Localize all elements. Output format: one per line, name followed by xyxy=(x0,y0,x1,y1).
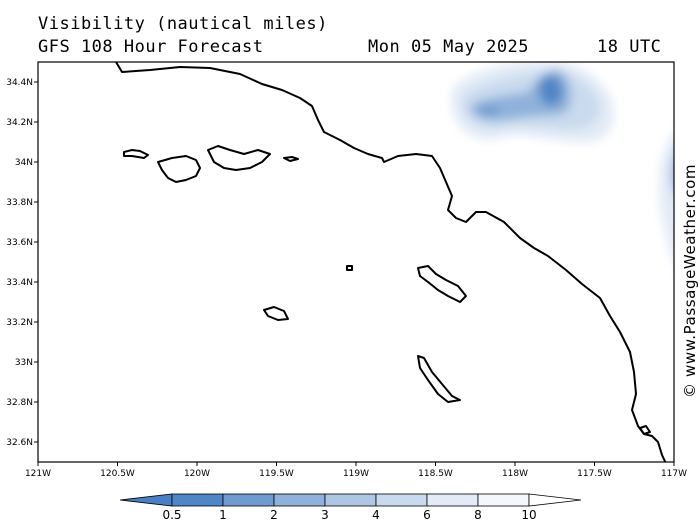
lon-tick-label: 117W xyxy=(661,469,687,479)
colorbar-segment xyxy=(222,493,275,507)
island-san-clemente xyxy=(417,355,461,403)
lat-tick-label: 33.4N xyxy=(6,278,33,288)
colorbar-segment xyxy=(273,493,326,507)
colorbar-segment xyxy=(171,493,224,507)
colorbar-label: 6 xyxy=(423,508,431,522)
mainland-coastline xyxy=(115,62,667,462)
island-anacapa xyxy=(283,156,299,162)
lon-tick-label: 121W xyxy=(25,469,51,479)
lon-tick-label: 118W xyxy=(502,469,528,479)
colorbar-label: 2 xyxy=(270,508,278,522)
colorbar-segment xyxy=(324,493,377,507)
lon-tick-label: 117.5W xyxy=(577,469,612,479)
lon-tick-label: 120W xyxy=(184,469,210,479)
forecast-date: Mon 05 May 2025 xyxy=(368,37,530,57)
colorbar-label: 10 xyxy=(521,508,536,522)
low-visibility-area-east xyxy=(659,133,674,263)
visibility-shading xyxy=(451,62,674,263)
lat-tick-label: 32.6N xyxy=(6,438,33,448)
island-san-nicolas xyxy=(263,306,289,321)
forecast-subtitle: GFS 108 Hour Forecast xyxy=(38,37,264,57)
colorbar-segment xyxy=(477,493,530,507)
island-santa-catalina xyxy=(417,265,467,303)
lat-tick-label: 33.2N xyxy=(6,318,33,328)
coastline-layer xyxy=(115,62,667,462)
islands-coronado xyxy=(639,425,651,435)
lon-tick-label: 118.5W xyxy=(418,469,453,479)
island-san-miguel xyxy=(123,149,149,159)
colorbar-label: 0.5 xyxy=(162,508,181,522)
lat-tick-label: 34N xyxy=(15,158,33,168)
lat-tick-label: 32.8N xyxy=(6,398,33,408)
longitude-axis: 121W 120.5W 120W 119.5W 119W 118.5W 118W 117.5W… xyxy=(25,462,687,479)
lon-tick-label: 119W xyxy=(343,469,369,479)
island-santa-barbara xyxy=(346,265,353,271)
forecast-time: 18 UTC xyxy=(597,37,662,57)
lon-tick-label: 120.5W xyxy=(100,469,135,479)
map-title: Visibility (nautical miles) xyxy=(38,14,328,34)
colorbar-label: 4 xyxy=(372,508,380,522)
island-santa-rosa xyxy=(157,155,201,183)
colorbar-segment xyxy=(426,493,479,507)
lat-tick-label: 34.2N xyxy=(6,118,33,128)
lat-tick-label: 33.6N xyxy=(6,238,33,248)
colorbar-label: 8 xyxy=(474,508,482,522)
lat-tick-label: 34.4N xyxy=(6,78,33,88)
colorbar-max-extension xyxy=(528,493,582,507)
latitude-axis: 34.4N 34.2N 34N 33.8N 33.6N 33.4N 33.2N 33N 32.8… xyxy=(6,78,38,448)
low-visibility-center-west xyxy=(476,105,500,117)
lat-tick-label: 33.8N xyxy=(6,198,33,208)
colorbar-label: 1 xyxy=(219,508,227,522)
colorbar-label: 3 xyxy=(321,508,329,522)
visibility-colorbar: 0.5 1 2 3 4 6 8 10 xyxy=(119,493,582,522)
low-visibility-center xyxy=(538,75,563,106)
low-visibility-core-east xyxy=(671,159,674,188)
colorbar-min-extension xyxy=(119,493,173,507)
island-santa-cruz xyxy=(207,145,271,171)
colorbar-segment xyxy=(375,493,428,507)
lat-tick-label: 33N xyxy=(15,358,33,368)
lon-tick-label: 119.5W xyxy=(259,469,294,479)
